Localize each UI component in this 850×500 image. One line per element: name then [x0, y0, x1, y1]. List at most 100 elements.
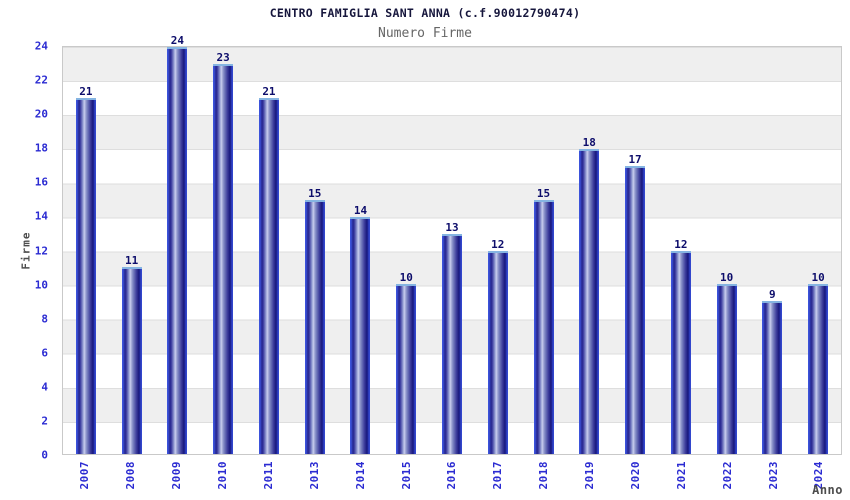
x-tick-slot: 2014: [337, 461, 383, 497]
x-tick-label-2022: 2022: [720, 461, 734, 490]
x-tick-label-2015: 2015: [399, 461, 413, 490]
x-tick-label-2010: 2010: [216, 461, 230, 490]
bar-slot-2023: 9: [749, 47, 795, 454]
x-tick-label-2016: 2016: [445, 461, 459, 490]
bar-value-label: 15: [536, 186, 551, 200]
x-tick-label-2021: 2021: [674, 461, 688, 490]
chart-title: CENTRO FAMIGLIA SANT ANNA (c.f.900127904…: [269, 6, 581, 20]
bar-2008: 11: [121, 255, 142, 454]
y-tick-label-10: 10: [34, 278, 48, 292]
bar-2013: 15: [304, 188, 325, 454]
x-tick-slot: 2021: [658, 461, 704, 497]
bar-slot-2019: 18: [566, 47, 612, 454]
plot-area: 21 11 24 23 21 15 14 10 13 12 15 18 17 12 10 9 10: [62, 35, 842, 455]
x-tick-label-2007: 2007: [78, 461, 92, 490]
x-tick-slot: 2011: [246, 461, 292, 497]
bar-value-label: 14: [353, 203, 368, 217]
bar-2021: 12: [670, 239, 691, 454]
x-tick-slot: 2020: [613, 461, 659, 497]
bar-2017: 12: [487, 239, 508, 454]
x-tick-slot: 2019: [567, 461, 613, 497]
x-tick-label-2018: 2018: [537, 461, 551, 490]
y-axis-tick-labels: 0 2 4 6 8 10 12 14 16 18 20 22 24: [0, 41, 50, 461]
x-tick-slot: 2009: [154, 461, 200, 497]
y-tick-label-8: 8: [41, 312, 48, 326]
bar-value-label: 10: [399, 271, 413, 285]
x-tick-label-2023: 2023: [766, 461, 780, 490]
y-tick-label-22: 22: [34, 73, 48, 87]
x-tick-slot: 2008: [108, 461, 154, 497]
x-tick-label-2020: 2020: [628, 461, 642, 490]
bar-slot-2017: 12: [475, 47, 521, 454]
bar-slot-2009: 24: [155, 35, 201, 454]
bar-value-label: 11: [125, 254, 139, 268]
bar-value-label: 21: [79, 84, 93, 98]
bar-slot-2014: 14: [338, 47, 384, 454]
bar-value-label: 13: [445, 220, 459, 234]
bar-value-label: 12: [674, 237, 688, 251]
x-tick-slot: 2018: [521, 461, 567, 497]
bar-value-label: 12: [491, 237, 505, 251]
bar-2015: 10: [396, 272, 417, 454]
x-tick-slot: 2017: [475, 461, 521, 497]
x-tick-slot: 2007: [62, 461, 108, 497]
bar-slot-2018: 15: [521, 47, 567, 454]
bar-2009: 24: [167, 35, 188, 454]
y-tick-label-2: 2: [41, 414, 48, 428]
bar-2018: 15: [533, 188, 554, 454]
x-axis-tick-labels: 2007 2008 2009 2010 2011 2013 2014 2015 2016 2017…: [62, 461, 842, 497]
bar-2010: 23: [213, 52, 234, 454]
y-tick-label-12: 12: [34, 244, 48, 257]
y-tick-label-0: 0: [41, 448, 48, 462]
chart-subtitle: Numero Firme: [378, 26, 472, 41]
bar-value-label: 17: [628, 152, 642, 166]
bar-slot-2022: 10: [704, 47, 750, 454]
x-tick-label-2013: 2013: [307, 461, 321, 490]
bar-slot-2013: 15: [292, 47, 338, 454]
bar-value-label: 23: [216, 50, 230, 64]
y-tick-label-20: 20: [34, 107, 48, 121]
bar-slot-2007: 21: [63, 47, 109, 454]
bar-2016: 13: [442, 222, 462, 454]
bar-slot-2024: 10: [795, 47, 841, 454]
bar-slot-2015: 10: [383, 47, 429, 454]
x-tick-slot: 2022: [704, 461, 750, 497]
x-axis-title: Anno: [812, 483, 843, 497]
bar-2020: 17: [625, 154, 646, 454]
bar-slot-2020: 17: [612, 47, 658, 454]
bar-value-label: 18: [582, 135, 596, 149]
x-tick-slot: 2013: [291, 461, 337, 497]
bar-slot-2011: 21: [246, 47, 292, 454]
x-tick-label-2017: 2017: [491, 461, 505, 490]
y-tick-label-4: 4: [41, 380, 48, 394]
x-tick-label-2009: 2009: [170, 461, 184, 490]
bar-2024: 10: [808, 272, 829, 454]
x-tick-label-2014: 2014: [353, 461, 367, 490]
bar-2011: 21: [258, 86, 279, 454]
x-tick-slot: 2015: [383, 461, 429, 497]
bar-value-label: 10: [719, 271, 734, 285]
bar-2022: 10: [716, 272, 737, 454]
bar-slot-2010: 23: [200, 47, 246, 454]
x-tick-label-2008: 2008: [124, 461, 138, 490]
x-tick-label-2011: 2011: [261, 461, 275, 490]
bar-slot-2008: 11: [109, 47, 155, 454]
x-tick-slot: 2016: [429, 461, 475, 497]
bar-value-label: 15: [308, 186, 322, 200]
bar-slot-2021: 12: [658, 47, 704, 454]
x-tick-label-2019: 2019: [583, 461, 597, 490]
bar-2019: 18: [579, 137, 600, 454]
y-tick-label-14: 14: [34, 209, 48, 223]
bar-value-label: 10: [811, 271, 825, 285]
x-tick-slot: 2023: [750, 461, 796, 497]
y-tick-label-24: 24: [34, 39, 48, 53]
bar-value-label: 9: [769, 288, 776, 302]
bar-slot-2016: 13: [429, 47, 475, 454]
bar-2014: 14: [350, 205, 371, 454]
bar-2023: 9: [762, 289, 783, 454]
y-tick-label-16: 16: [34, 175, 48, 189]
bar-2007: 21: [75, 86, 96, 454]
y-tick-label-18: 18: [34, 141, 48, 155]
x-tick-slot: 2010: [200, 461, 246, 497]
